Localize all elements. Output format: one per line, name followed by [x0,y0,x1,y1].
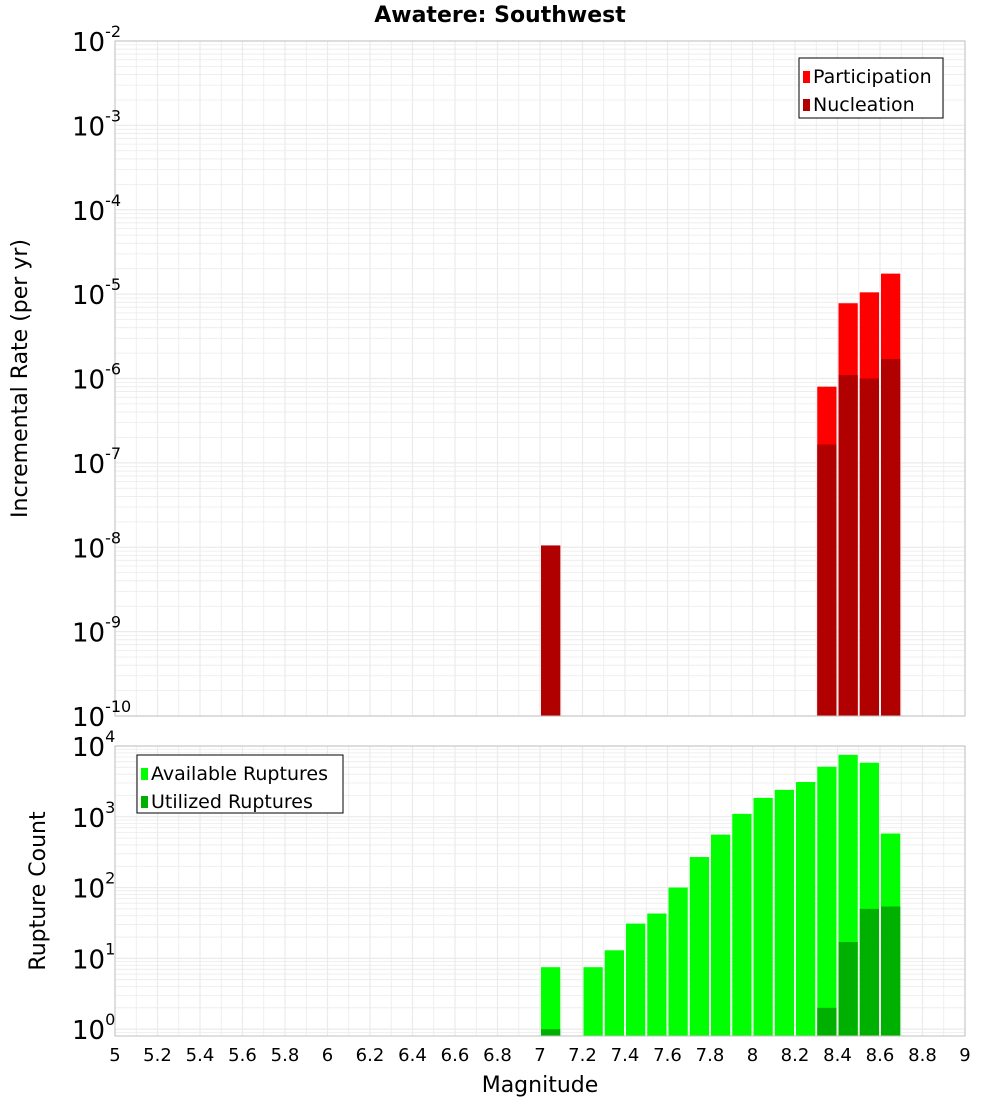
x-tick-label: 5.6 [228,1045,257,1066]
count-bar-available-ruptures [711,834,731,1036]
rate-y-axis-label: Incremental Rate (per yr) [8,239,33,518]
rate-y-tick-label: 10-5 [72,275,121,311]
x-axis-label: Magnitude [482,1073,599,1098]
count-legend-swatch [141,796,148,808]
x-tick-label: 9 [959,1045,970,1066]
x-tick-label: 5.8 [271,1045,300,1066]
count-plot-frame [114,745,966,1037]
x-tick-label: 7.4 [611,1045,640,1066]
count-legend-swatch [141,768,148,780]
x-tick-label: 5.2 [143,1045,172,1066]
count-bar-available-ruptures [753,797,773,1036]
rate-bar-nucleation [817,444,837,716]
rate-y-tick-label: 10-3 [72,106,121,142]
rate-legend-label: Nucleation [813,94,915,116]
count-bar-available-ruptures [541,967,561,1036]
rate-chart: 10-10 10-9 10-8 10-7 10-6 10-5 10-4 10-3 10-2 Inc… [8,22,966,733]
x-tick-label: 6.8 [483,1045,512,1066]
rate-y-tick-label: 10-10 [72,697,131,733]
x-tick-label: 8.2 [781,1045,810,1066]
count-legend: Available Ruptures Utilized Ruptures [136,754,344,814]
x-tick-label: 6.4 [398,1045,427,1066]
rate-y-tick-label: 10-8 [72,528,121,564]
count-bar-available-ruptures [689,857,709,1036]
count-y-tick-label: 101 [72,939,115,975]
x-tick-label: 6.2 [356,1045,385,1066]
rate-bar-nucleation [541,545,561,716]
count-bar-available-ruptures [774,789,794,1036]
rupture-count-chart: 100 101 102 103 104 Rupture Count Available Ru… [26,727,966,1046]
count-bar-available-ruptures [668,887,688,1036]
count-legend-label: Utilized Ruptures [151,791,313,813]
rate-legend-swatch [803,99,810,111]
count-bar-utilized-ruptures [817,1007,837,1036]
count-bar-utilized-ruptures [541,1029,561,1036]
count-bar-utilized-ruptures [838,942,858,1036]
count-bar-available-ruptures [626,923,646,1036]
x-tick-label: 8 [747,1045,758,1066]
x-tick-label: 8.8 [908,1045,937,1066]
count-bar-utilized-ruptures [881,906,901,1036]
rate-legend-swatch [803,71,810,83]
x-tick-label: 5 [109,1045,120,1066]
rate-y-tick-label: 10-6 [72,360,121,396]
x-tick-label: 7.2 [568,1045,597,1066]
rate-bar-nucleation [859,378,879,716]
count-y-tick-label: 102 [72,869,115,905]
count-bar-utilized-ruptures [859,908,879,1036]
count-legend-label: Available Ruptures [151,763,328,785]
count-bar-available-ruptures [604,950,624,1036]
x-tick-label: 7 [534,1045,545,1066]
rate-bar-nucleation [838,375,858,716]
count-y-tick-label: 103 [72,798,115,834]
x-tick-label: 6.6 [441,1045,470,1066]
x-tick-label: 7.8 [696,1045,725,1066]
x-axis-ticks: 5 5.2 5.4 5.6 5.8 6 6.2 6.4 6.6 6.8 7 7.2 7.4 7.6 7.8 8… [109,1045,970,1066]
count-y-tick-label: 104 [72,727,115,763]
rate-plot-frame [114,40,966,717]
count-bar-available-ruptures [732,813,752,1036]
count-bar-available-ruptures [817,766,837,1036]
rate-legend-label: Participation [813,66,932,88]
count-y-tick-label: 100 [72,1010,115,1046]
chart-title: Awatere: Southwest [374,3,626,28]
rate-bar-nucleation [881,359,901,716]
rate-y-tick-label: 10-9 [72,613,121,649]
rate-legend: Participation Nucleation [798,57,944,119]
count-bar-available-ruptures [583,967,603,1036]
count-y-axis-label: Rupture Count [26,811,51,971]
rate-y-tick-label: 10-4 [72,191,121,227]
x-tick-label: 6 [322,1045,333,1066]
x-tick-label: 8.6 [866,1045,895,1066]
x-tick-label: 7.6 [653,1045,682,1066]
rate-y-tick-label: 10-2 [72,22,121,58]
x-tick-label: 5.4 [186,1045,215,1066]
rate-y-tick-label: 10-7 [72,444,121,480]
count-bar-available-ruptures [796,782,816,1036]
x-tick-label: 8.4 [823,1045,852,1066]
count-bar-available-ruptures [647,913,667,1036]
